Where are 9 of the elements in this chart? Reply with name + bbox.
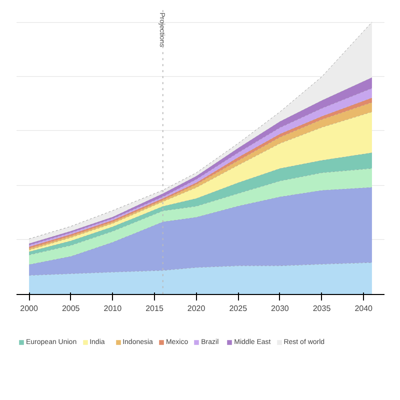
x-tick-label: 2040 — [354, 304, 374, 314]
x-tick-label: 2010 — [104, 304, 122, 314]
x-tick-label: 2030 — [271, 304, 290, 314]
x-tick-label: 2020 — [187, 304, 206, 314]
x-tick-label: 2035 — [312, 304, 332, 314]
x-tick-label: 2000 — [20, 304, 38, 314]
x-tick-label: 2005 — [62, 304, 80, 314]
x-tick-label: 2025 — [229, 304, 248, 314]
x-tick-label: 2015 — [146, 304, 164, 314]
